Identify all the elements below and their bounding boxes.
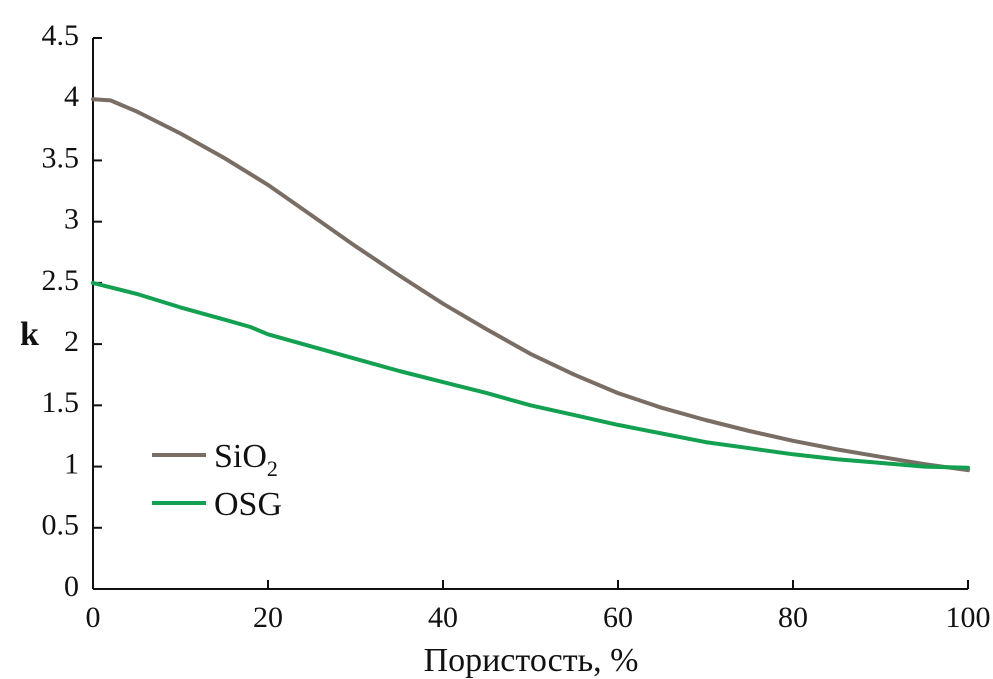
y-tick-label: 4: [64, 80, 79, 113]
x-tick-label: 0: [86, 601, 101, 634]
y-tick-label: 2.5: [42, 264, 80, 297]
y-tick-label: 1: [64, 447, 79, 480]
legend-label: OSG: [214, 486, 282, 523]
axes: [92, 38, 968, 590]
series-line-sio: [91, 97, 970, 473]
y-tick-label: 4.5: [42, 19, 80, 52]
series-lines: [91, 97, 970, 473]
legend-label: SiO2: [214, 438, 278, 481]
legend-label-text: OSG: [214, 486, 282, 523]
y-tick-label: 1.5: [42, 386, 80, 419]
y-tick-label: 0: [64, 570, 79, 603]
x-tick-label: 60: [603, 601, 633, 634]
legend-label-text: SiO: [214, 438, 267, 475]
x-tick-label: 40: [428, 601, 458, 634]
x-ticks: 0 20 40 60 80 100: [86, 580, 991, 634]
series-line-osg: [91, 280, 970, 470]
x-tick-label: 80: [778, 601, 808, 634]
y-tick-label: 3: [64, 203, 79, 236]
y-tick-label: 0.5: [42, 509, 80, 542]
y-axis-title: k: [20, 316, 39, 353]
legend: SiO2 OSG: [152, 438, 282, 523]
y-tick-label: 2: [64, 325, 79, 358]
y-ticks: 0 0.5 1 1.5 2 2.5 3 3.5 4 4.5: [42, 19, 102, 603]
x-axis-title: Пористость, %: [424, 642, 639, 679]
legend-label-subscript: 2: [267, 456, 278, 481]
y-tick-label: 3.5: [42, 141, 80, 174]
x-tick-label: 20: [253, 601, 283, 634]
x-tick-label: 100: [946, 601, 991, 634]
